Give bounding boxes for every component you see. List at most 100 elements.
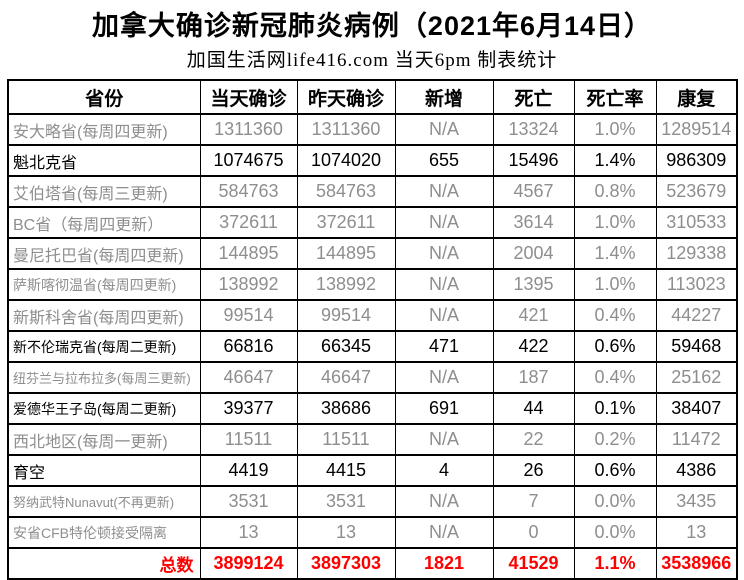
table-row: 萨斯喀彻温省(每周四更新) 138992 138992 N/A 1395 1.0% 1130…: [7, 268, 738, 301]
covid-stats-table: 省份 当天确诊 昨天确诊 新增 死亡 死亡率 康复 安大略省(每周四更新) 1311360 13…: [7, 79, 738, 580]
table-row: 新斯科舍省(每周四更新) 99514 99514 N/A 421 0.4% 44227: [7, 299, 738, 332]
value-cell: 66816: [199, 330, 298, 363]
value-cell: 691: [394, 392, 494, 425]
value-cell: 129338: [655, 237, 738, 270]
value-cell: 138992: [296, 268, 396, 301]
value-cell: 1395: [492, 268, 575, 301]
value-cell: N/A: [394, 206, 494, 239]
value-cell: 1.4%: [573, 144, 657, 177]
totals-label: 总数: [7, 547, 201, 580]
value-cell: N/A: [394, 516, 494, 549]
value-cell: N/A: [394, 299, 494, 332]
value-cell: 1.0%: [573, 268, 657, 301]
value-cell: 1311360: [199, 113, 298, 146]
value-cell: 22: [492, 423, 575, 456]
column-header: 昨天确诊: [296, 79, 396, 115]
totals-value: 3538966: [655, 547, 738, 580]
value-cell: 99514: [296, 299, 396, 332]
value-cell: 3531: [199, 485, 298, 518]
value-cell: N/A: [394, 423, 494, 456]
province-cell: 育空: [7, 454, 201, 487]
table-row: 育空 4419 4415 4 26 0.6% 4386: [7, 454, 738, 487]
value-cell: 0: [492, 516, 575, 549]
value-cell: 25162: [655, 361, 738, 394]
value-cell: 113023: [655, 268, 738, 301]
value-cell: 1.4%: [573, 237, 657, 270]
value-cell: 13324: [492, 113, 575, 146]
value-cell: 0.0%: [573, 485, 657, 518]
province-cell: 新斯科舍省(每周四更新): [7, 299, 201, 332]
province-cell: 西北地区(每周一更新): [7, 423, 201, 456]
value-cell: 44: [492, 392, 575, 425]
page-subtitle: 加国生活网life416.com 当天6pm 制表统计: [186, 50, 558, 71]
table-row: 魁北克省 1074675 1074020 655 15496 1.4% 986309: [7, 144, 738, 177]
value-cell: 372611: [296, 206, 396, 239]
value-cell: 7: [492, 485, 575, 518]
value-cell: 0.4%: [573, 299, 657, 332]
table-row: 纽芬兰与拉布拉多(每周三更新) 46647 46647 N/A 187 0.4% 25162: [7, 361, 738, 394]
value-cell: 1289514: [655, 113, 738, 146]
totals-row: 总数 3899124 3897303 1821 41529 1.1% 3538966: [7, 547, 738, 580]
value-cell: 1074675: [199, 144, 298, 177]
value-cell: 144895: [199, 237, 298, 270]
totals-value: 1.1%: [573, 547, 657, 580]
value-cell: 0.1%: [573, 392, 657, 425]
province-cell: BC省（每周四更新）: [7, 206, 201, 239]
value-cell: 372611: [199, 206, 298, 239]
value-cell: 4: [394, 454, 494, 487]
value-cell: 1.0%: [573, 206, 657, 239]
value-cell: 46647: [199, 361, 298, 394]
value-cell: 310533: [655, 206, 738, 239]
value-cell: 138992: [199, 268, 298, 301]
value-cell: 1074020: [296, 144, 396, 177]
value-cell: 11511: [296, 423, 396, 456]
province-cell: 艾伯塔省(每周三更新): [7, 175, 201, 208]
value-cell: 1.0%: [573, 113, 657, 146]
province-cell: 努纳武特Nunavut(不再更新): [7, 485, 201, 518]
value-cell: 66345: [296, 330, 396, 363]
value-cell: 3435: [655, 485, 738, 518]
value-cell: 0.0%: [573, 516, 657, 549]
value-cell: 1311360: [296, 113, 396, 146]
column-header: 死亡: [492, 79, 575, 115]
province-cell: 安省CFB特伦顿接受隔离: [7, 516, 201, 549]
province-cell: 萨斯喀彻温省(每周四更新): [7, 268, 201, 301]
value-cell: 187: [492, 361, 575, 394]
table-row: 艾伯塔省(每周三更新) 584763 584763 N/A 4567 0.8% 523679: [7, 175, 738, 208]
table-body: 安大略省(每周四更新) 1311360 1311360 N/A 13324 1.0% 128…: [7, 113, 738, 549]
value-cell: N/A: [394, 268, 494, 301]
column-header: 省份: [7, 79, 201, 115]
value-cell: 4415: [296, 454, 396, 487]
table-row: 曼尼托巴省(每周四更新) 144895 144895 N/A 2004 1.4% 12933…: [7, 237, 738, 270]
value-cell: 0.6%: [573, 454, 657, 487]
totals-value: 1821: [394, 547, 494, 580]
value-cell: 38686: [296, 392, 396, 425]
value-cell: 46647: [296, 361, 396, 394]
value-cell: 59468: [655, 330, 738, 363]
value-cell: 99514: [199, 299, 298, 332]
value-cell: 11472: [655, 423, 738, 456]
value-cell: 3614: [492, 206, 575, 239]
province-cell: 新不伦瑞克省(每周二更新): [7, 330, 201, 363]
value-cell: 44227: [655, 299, 738, 332]
value-cell: 0.2%: [573, 423, 657, 456]
value-cell: N/A: [394, 175, 494, 208]
totals-value: 41529: [492, 547, 575, 580]
column-header: 死亡率: [573, 79, 657, 115]
table-row: 新不伦瑞克省(每周二更新) 66816 66345 471 422 0.6% 59468: [7, 330, 738, 363]
value-cell: 471: [394, 330, 494, 363]
value-cell: 4419: [199, 454, 298, 487]
value-cell: 655: [394, 144, 494, 177]
value-cell: 13: [296, 516, 396, 549]
value-cell: 4567: [492, 175, 575, 208]
value-cell: 422: [492, 330, 575, 363]
value-cell: 11511: [199, 423, 298, 456]
province-cell: 安大略省(每周四更新): [7, 113, 201, 146]
header-row: 省份 当天确诊 昨天确诊 新增 死亡 死亡率 康复: [7, 79, 738, 115]
province-cell: 纽芬兰与拉布拉多(每周三更新): [7, 361, 201, 394]
value-cell: 584763: [199, 175, 298, 208]
page: 加拿大确诊新冠肺炎病例（2021年6月14日） 加国生活网life416.com…: [0, 4, 744, 580]
value-cell: 986309: [655, 144, 738, 177]
value-cell: 421: [492, 299, 575, 332]
value-cell: 2004: [492, 237, 575, 270]
